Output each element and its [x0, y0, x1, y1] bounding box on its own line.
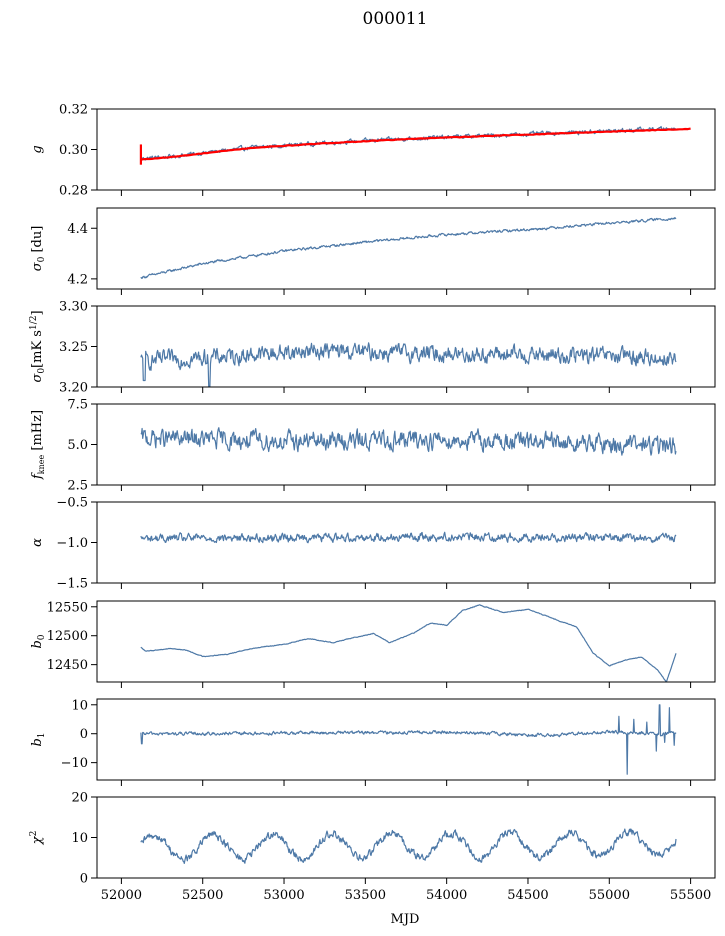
- series-line-panel-3: [140, 342, 677, 387]
- y-tick-label: −0.5: [56, 496, 88, 511]
- y-tick-label: 2.5: [67, 479, 88, 494]
- y-tick-label: 4.2: [67, 272, 88, 287]
- x-tick-label: 53500: [345, 888, 386, 903]
- axes-frame: [96, 108, 716, 191]
- x-tick-label: 53000: [263, 888, 304, 903]
- axes-frame: [96, 501, 716, 584]
- y-tick-label: 3.30: [59, 300, 88, 315]
- y-tick-label: −1.0: [56, 536, 88, 551]
- axes-frame: [96, 698, 716, 781]
- y-tick-label: 4.4: [67, 222, 88, 237]
- y-tick-label: 0.30: [59, 143, 88, 158]
- y-tick-label: 12550: [47, 600, 88, 615]
- series-line-panel-6: [140, 604, 677, 682]
- y-tick-label: 7.5: [67, 398, 88, 413]
- x-tick-label: 55500: [670, 888, 711, 903]
- y-tick-label: 0: [80, 872, 88, 887]
- figure-title: 000011: [363, 9, 428, 29]
- x-tick-label: 52000: [101, 888, 142, 903]
- axes-frame: [96, 600, 716, 683]
- x-axis-label: MJD: [391, 912, 420, 927]
- y-tick-label: −1.5: [56, 577, 88, 592]
- y-tick-label: 12450: [47, 658, 88, 673]
- panel-3: 3.20 3.25 3.30 σ0[mK s1/2]: [29, 300, 716, 396]
- y-tick-label: 0.28: [59, 184, 88, 199]
- y-axis-label: fknee [mHz]: [30, 410, 46, 480]
- y-axis-label: σ0[mK s1/2]: [29, 310, 47, 382]
- series-line-panel-7: [140, 704, 677, 775]
- series-line-panel-5: [140, 531, 677, 544]
- y-axis-label: g: [30, 145, 45, 153]
- y-tick-label: 3.25: [59, 340, 88, 355]
- y-tick-label: 0: [80, 727, 88, 742]
- y-axis-label: b0: [30, 634, 47, 648]
- y-axis-label: χ2: [29, 831, 45, 846]
- x-tick-label: 54000: [426, 888, 467, 903]
- panel-5: −1.5 −1.0 −0.5 α: [30, 496, 716, 592]
- panel-2: 4.2 4.4 σ0 [du]: [30, 207, 716, 295]
- panel-1: 0.28 0.30 0.32 g: [30, 103, 716, 199]
- y-tick-label: 5.0: [67, 438, 88, 453]
- panels: 0.28 0.30 0.32 g 4.2 4.4 σ0 [du] 3.20 3.25 3.30 σ0…: [29, 103, 716, 903]
- x-tick-label: 54500: [507, 888, 548, 903]
- fit-line: [140, 127, 691, 161]
- y-tick-label: 0.32: [59, 103, 88, 118]
- axes-frame: [96, 207, 716, 290]
- y-axis-label: σ0 [du]: [30, 226, 47, 272]
- panel-8: 0 10 20 52000 52500 53000 53500 54000 54500 55000…: [29, 791, 716, 903]
- axes-frame: [96, 403, 716, 486]
- panel-7: −10 0 10 b1: [30, 698, 716, 786]
- series-line-panel-8: [140, 828, 677, 865]
- y-tick-label: 12500: [47, 629, 88, 644]
- panel-4: 2.5 5.0 7.5 fknee [mHz]: [30, 398, 716, 494]
- y-tick-label: 20: [71, 791, 88, 806]
- series-line-panel-2: [140, 217, 677, 279]
- y-tick-label: −10: [61, 756, 88, 771]
- x-tick-label: 55000: [589, 888, 630, 903]
- panel-6: 12450 12500 12550 b0: [30, 600, 716, 688]
- series-line-panel-4: [140, 427, 677, 456]
- y-tick-label: 10: [71, 698, 88, 713]
- y-tick-label: 3.20: [59, 381, 88, 396]
- x-tick-label: 52500: [182, 888, 223, 903]
- y-axis-label: α: [30, 538, 45, 547]
- y-axis-label: b1: [30, 732, 47, 746]
- y-tick-label: 10: [71, 831, 88, 846]
